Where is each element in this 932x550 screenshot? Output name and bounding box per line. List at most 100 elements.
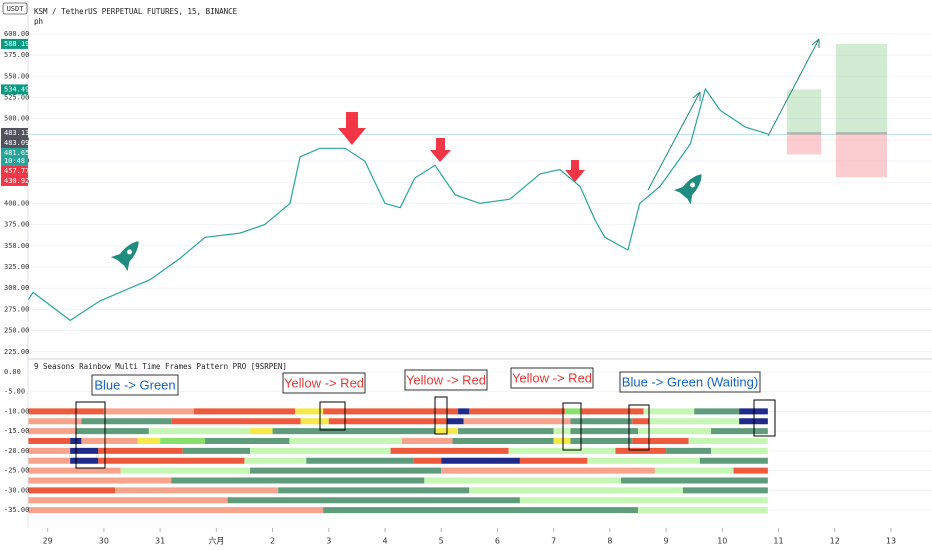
x-tick-label: 11: [773, 537, 783, 546]
price-tag: [1, 165, 28, 176]
y-tick-label: 300.00: [4, 284, 29, 292]
annotation-box: [91, 374, 179, 396]
annotation: Blue -> Green (Waiting): [622, 374, 758, 389]
band-segment: [182, 447, 251, 454]
band-segment: [28, 438, 71, 444]
highlight-frame: [753, 399, 776, 437]
x-tick-label: 3: [326, 537, 331, 546]
band-segment: [28, 507, 324, 514]
down-arrow: [338, 112, 366, 145]
y-tick-label: 400.00: [4, 199, 29, 207]
x-tick-label: 29: [43, 537, 53, 546]
band-segment: [643, 408, 695, 415]
y-tick-label: 350.00: [4, 242, 29, 250]
highlight-frame: [434, 396, 448, 435]
band-segment: [300, 418, 329, 425]
band-segment: [250, 447, 391, 454]
chart-title: KSM / TetherUS PERPETUAL FUTURES, 15, BI…: [34, 7, 238, 16]
band-segment: [28, 487, 116, 494]
band-segment: [458, 408, 470, 415]
band-segment: [28, 428, 76, 435]
annotation-box: [404, 369, 488, 391]
band-segment: [553, 428, 571, 435]
down-arrow: [565, 160, 585, 182]
band-segment: [323, 507, 638, 514]
highlight-frame: [75, 401, 106, 469]
price-tag-label: 483.13: [4, 129, 29, 137]
y-tick-label: 0.00: [4, 368, 21, 376]
highlight-frame: [562, 402, 582, 451]
band-segment: [295, 408, 324, 415]
currency-box[interactable]: [2, 2, 28, 15]
band-segment: [654, 467, 734, 474]
price-tag: [1, 84, 28, 95]
band-segment: [564, 408, 582, 415]
band-segment: [81, 418, 172, 425]
band-segment: [75, 428, 149, 435]
band-segment: [120, 467, 251, 474]
band-segment: [682, 487, 768, 494]
y-tick-label: 500.00: [4, 115, 29, 123]
band-segment: [390, 447, 509, 454]
band-segment: [137, 438, 161, 444]
y-tick-label: 250.00: [4, 327, 29, 335]
band-segment: [508, 447, 616, 454]
band-segment: [70, 457, 99, 464]
band-segment: [424, 477, 622, 484]
band-segment: [81, 438, 138, 444]
band-segment: [446, 418, 464, 425]
band-segment: [581, 408, 644, 415]
band-segment: [632, 438, 689, 444]
band-segment: [306, 457, 414, 464]
band-segment: [666, 447, 712, 454]
band-segment: [570, 438, 633, 444]
y-tick-label: -25.00: [4, 467, 29, 475]
annotation-box: [619, 371, 761, 393]
band-segment: [28, 418, 82, 425]
price-tag: [1, 147, 28, 166]
y-tick-label: -20.00: [4, 447, 29, 455]
x-tick-label: 10: [717, 537, 727, 546]
grid: [28, 33, 932, 511]
band-segment: [70, 447, 99, 454]
target-zone: [786, 89, 822, 133]
target-zone: [835, 43, 888, 133]
band-segment: [28, 408, 104, 415]
band-segment: [615, 447, 667, 454]
x-tick-label: 13: [886, 537, 896, 546]
price-tag-label: 430.92: [4, 177, 29, 185]
band-segment: [469, 487, 683, 494]
band-segment: [711, 447, 768, 454]
x-tick-label: 六月: [208, 536, 224, 546]
band-segment: [699, 457, 768, 464]
band-segment: [148, 428, 251, 435]
y-tick-label: 325.00: [4, 263, 29, 271]
price-tag-label: 588.19: [4, 40, 29, 48]
rocket-icon: [673, 174, 702, 205]
x-tick-label: 2: [270, 537, 275, 546]
annotation-box: [282, 372, 366, 394]
highlight-frame: [319, 401, 346, 431]
y-tick-label: 275.00: [4, 305, 29, 313]
y-tick-label: 225.00: [4, 348, 29, 356]
band-segment: [733, 467, 768, 474]
currency[interactable]: USDT: [7, 5, 25, 13]
x-tick-label: 30: [99, 537, 109, 546]
band-segment: [171, 418, 301, 425]
band-segment: [458, 428, 554, 435]
x-tick-label: 4: [382, 537, 387, 546]
decorations: [110, 38, 820, 272]
band-segment: [227, 497, 520, 504]
stop-zone: [786, 132, 822, 155]
band-segment: [694, 408, 740, 415]
band-segment: [519, 457, 588, 464]
y-tick-label: 550.00: [4, 72, 29, 80]
band-segment: [452, 438, 554, 444]
band-segment: [570, 428, 638, 435]
band-segment: [463, 418, 571, 425]
price-tag: [1, 127, 28, 138]
price-line: [27, 87, 768, 322]
price-tag-label: 481.65: [4, 149, 29, 157]
band-segment: [469, 408, 565, 415]
band-segment: [688, 438, 768, 444]
